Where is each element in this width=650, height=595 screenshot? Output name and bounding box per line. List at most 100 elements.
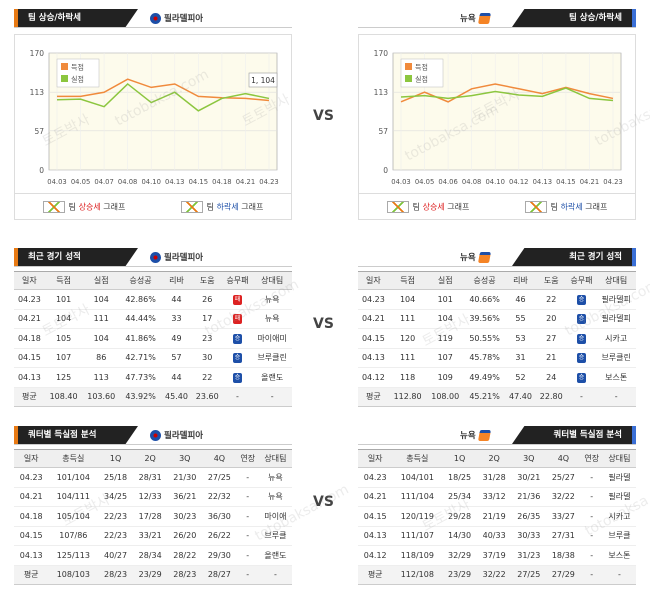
table-cell: - [236, 526, 259, 546]
quarter-row: 04.13 111/107 14/30 40/33 30/33 27/31- 브루클 [358, 526, 636, 546]
up-graph-button[interactable]: 팀 상승세 그래프 [42, 200, 125, 213]
table-cell: 27/25 [202, 467, 237, 488]
table-cell: 101/104 [48, 467, 99, 488]
x-tick-label: 04.08 [462, 178, 481, 186]
table-cell: 14/30 [442, 526, 477, 546]
game-row: 04.13 125 113 47.73% 44 22 승 올랜도 [14, 367, 292, 388]
table-cell: 올랜도 [252, 367, 292, 388]
table-cell: 04.15 [358, 506, 393, 527]
legend-label: 실점 [415, 75, 428, 84]
x-tick-label: 04.15 [189, 178, 208, 186]
table-cell: 25/18 [98, 467, 133, 488]
column-header: 4Q [202, 449, 237, 468]
table-cell: 50.55% [464, 328, 506, 349]
table-cell: 111/104 [392, 487, 443, 507]
table-cell: 125 [44, 367, 83, 388]
table-cell: - [580, 506, 603, 527]
table-cell: 22 [535, 289, 567, 310]
table-cell: 33/27 [546, 506, 581, 527]
left-recent-panel: 최근 경기 성적 필라델피아 일자 득점 실점 승성공 리바 도움 승무패 상대팀 04.23 1… [14, 247, 292, 407]
table-cell: - [566, 387, 597, 407]
table-cell: 17 [191, 309, 223, 329]
column-header: 총득실 [392, 449, 443, 468]
table-cell: 시카고 [602, 506, 636, 527]
table-cell: 보스톤 [602, 545, 636, 566]
table-cell: 평균 [358, 565, 393, 585]
result-badge: 승 [576, 372, 586, 383]
table-cell: 29/28 [442, 506, 477, 527]
table-cell: 27/29 [546, 565, 581, 585]
table-cell: 40/33 [476, 526, 512, 546]
table-cell: 26/22 [202, 526, 237, 546]
table-cell: 20 [535, 309, 567, 329]
down-graph-button[interactable]: 팀 하락세 그래프 [524, 200, 607, 213]
left-trend-panel: 팀 상승/하락세 필라델피아 0 57 113 170 04.03 04.05 04.07 0… [14, 8, 292, 220]
table-cell: 04.13 [14, 367, 45, 388]
table-cell: 04.13 [14, 545, 49, 566]
trend-chart: 0 57 113 170 04.03 04.05 04.07 04.08 04.10 04.13 0… [14, 34, 292, 194]
table-cell: 04.15 [14, 348, 45, 368]
table-cell: 53 [505, 328, 536, 349]
table-cell: - [580, 565, 603, 585]
table-cell: 40/27 [98, 545, 133, 566]
column-header: 3Q [167, 449, 203, 468]
table-cell: 04.13 [358, 348, 389, 368]
section-title: 최근 경기 성적 [512, 248, 636, 266]
x-tick-label: 04.05 [71, 178, 90, 186]
table-cell: 45.21% [464, 387, 506, 407]
table-cell: 21/36 [511, 487, 547, 507]
result-badge: 승 [232, 333, 242, 344]
table-cell: 32/22 [476, 565, 512, 585]
quarter-table: 일자 총득실 1Q 2Q 3Q 4Q 연장 상대팀 04.23 104/101 18/25 31/28… [358, 449, 636, 585]
table-cell: 04.23 [14, 289, 45, 310]
down-graph-button[interactable]: 팀 하락세 그래프 [180, 200, 263, 213]
table-cell: 필라델피 [596, 289, 636, 310]
table-cell: 28/23 [167, 565, 203, 585]
quarter-row: 04.15 107/86 22/23 33/21 26/20 26/22- 브루클 [14, 526, 292, 546]
section-title: 팀 상승/하락세 [14, 9, 138, 27]
vs-label: VS [313, 316, 334, 332]
philadelphia-logo-icon [150, 251, 161, 263]
table-cell: 120 [388, 328, 427, 349]
table-cell: 108/103 [48, 565, 99, 585]
quarter-row: 04.15 120/119 29/28 21/19 26/35 33/27- 시카고 [358, 506, 636, 527]
table-cell: - [236, 565, 259, 585]
table-cell: 36/21 [167, 487, 203, 507]
table-cell: 04.12 [358, 367, 389, 388]
table-cell: 44.44% [120, 309, 162, 329]
table-cell: 필라델 [602, 487, 636, 507]
column-header: 상대팀 [602, 449, 636, 468]
column-header: 2Q [476, 449, 512, 468]
table-cell: 브루클 [258, 526, 292, 546]
y-tick-label: 57 [378, 127, 388, 136]
table-cell: 47.73% [120, 367, 162, 388]
table-cell: 111 [388, 309, 427, 329]
up-graph-button[interactable]: 팀 상승세 그래프 [386, 200, 469, 213]
table-cell: 패 [222, 309, 253, 329]
table-cell: 44 [161, 289, 192, 310]
trend-legend: 팀 상승세 그래프 팀 하락세 그래프 [358, 194, 636, 220]
legend-label: 실점 [71, 75, 84, 84]
philadelphia-logo-icon [150, 429, 161, 441]
table-cell: 22/23 [98, 506, 133, 527]
quarter-row: 04.23 101/104 25/18 28/31 21/30 27/25- 뉴욕 [14, 467, 292, 488]
recent-header: 뉴욕 최근 경기 성적 [358, 247, 636, 267]
y-tick-label: 0 [39, 166, 44, 175]
column-header: 득점 [44, 271, 83, 290]
trend-chart-svg: 0 57 113 170 04.03 04.05 04.07 04.08 04.10 04.13 0… [30, 49, 279, 186]
table-cell: 105 [44, 328, 83, 349]
table-cell: 21/19 [476, 506, 512, 527]
section-title: 최근 경기 성적 [14, 248, 138, 266]
legend-swatch [61, 63, 68, 70]
table-cell: 45.40 [161, 387, 192, 407]
result-badge: 승 [232, 353, 242, 364]
table-cell: 125/113 [48, 545, 99, 566]
table-cell: 104/101 [392, 467, 443, 488]
table-cell: 18/25 [442, 467, 477, 488]
average-row: 평균 112.80 108.00 45.21% 47.40 22.80- - [358, 387, 636, 407]
table-cell: - [596, 387, 636, 407]
column-header: 상대팀 [596, 271, 636, 290]
table-cell: 107/86 [48, 526, 99, 546]
table-cell: 101 [44, 289, 83, 310]
table-cell: 120/119 [392, 506, 443, 527]
